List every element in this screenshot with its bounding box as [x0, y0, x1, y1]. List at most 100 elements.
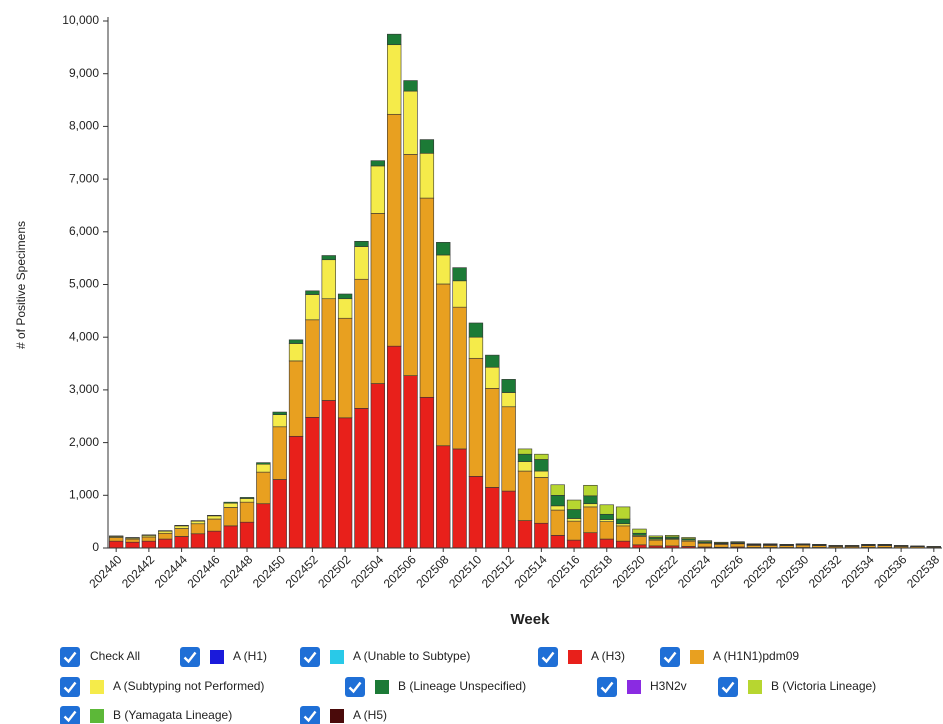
- y-tick-label: 3,000: [69, 382, 99, 396]
- checkbox-box[interactable]: [60, 706, 80, 724]
- bar-segment: [615, 518, 631, 525]
- bar-segment: [207, 515, 222, 517]
- y-tick-label: 8,000: [69, 119, 99, 133]
- bar-segment: [158, 532, 173, 540]
- bar-segment: [370, 165, 385, 214]
- legend-checkbox[interactable]: [538, 647, 558, 667]
- bar-segment: [550, 509, 565, 536]
- legend-checkbox[interactable]: [300, 647, 320, 667]
- checkbox-check[interactable]: [63, 651, 77, 664]
- bar-segment: [403, 154, 418, 376]
- legend-checkbox[interactable]: [345, 677, 365, 697]
- checkbox-box[interactable]: [60, 647, 80, 667]
- checkbox-check[interactable]: [721, 681, 735, 694]
- checkbox-box[interactable]: [345, 677, 365, 697]
- bar-segment: [419, 139, 435, 154]
- bar-segment: [305, 290, 320, 295]
- bar-segment: [256, 462, 271, 465]
- legend-label[interactable]: B (Lineage Unspecified): [398, 679, 526, 693]
- checkbox-box[interactable]: [660, 647, 680, 667]
- legend-checkbox[interactable]: [300, 706, 320, 724]
- checkbox-check[interactable]: [663, 651, 677, 664]
- x-tick-label: 202512: [479, 552, 517, 590]
- checkbox-check[interactable]: [541, 651, 555, 664]
- check-all-label[interactable]: Check All: [90, 649, 140, 663]
- legend-checkbox[interactable]: [718, 677, 738, 697]
- bar-segment: [436, 445, 451, 549]
- checkbox-check[interactable]: [183, 651, 197, 664]
- checkbox-box[interactable]: [60, 677, 80, 697]
- bar-segment: [452, 267, 467, 282]
- bar-segment: [648, 539, 663, 547]
- y-tick-label: 2,000: [69, 435, 99, 449]
- bar-segment: [190, 533, 206, 549]
- checkbox-box[interactable]: [718, 677, 738, 697]
- legend-label[interactable]: A (H1): [233, 649, 267, 663]
- legend-checkbox[interactable]: [597, 677, 617, 697]
- checkbox-box[interactable]: [300, 706, 320, 724]
- bar-segment: [141, 540, 157, 549]
- bar-segment: [485, 354, 500, 368]
- bar-segment: [190, 520, 206, 525]
- bar-segment: [550, 535, 565, 549]
- bar-segment: [517, 448, 533, 455]
- legend-label[interactable]: A (Subtyping not Performed): [113, 679, 264, 693]
- bar-segment: [337, 293, 353, 300]
- bar-segment: [665, 539, 680, 547]
- checkbox-box[interactable]: [180, 647, 200, 667]
- checkbox-check[interactable]: [63, 681, 77, 694]
- bar-segment: [239, 521, 255, 549]
- checkbox-box[interactable]: [538, 647, 558, 667]
- bar-segment: [501, 406, 516, 492]
- bar-segment: [109, 535, 124, 537]
- bar-segment: [321, 298, 336, 401]
- bar-segment: [288, 360, 304, 437]
- bar-segment: [730, 541, 745, 543]
- bar-segment: [534, 522, 549, 549]
- legend-label[interactable]: H3N2v: [650, 679, 687, 693]
- bar-segment: [419, 197, 435, 398]
- bar-segment: [599, 504, 614, 515]
- legend-label[interactable]: B (Yamagata Lineage): [113, 708, 232, 722]
- legend-label[interactable]: A (Unable to Subtype): [353, 649, 470, 663]
- bar-segment: [256, 463, 271, 473]
- bar-segment: [223, 502, 238, 508]
- legend-swatch: [90, 680, 104, 694]
- x-tick-label: 202524: [675, 552, 713, 590]
- checkbox-check[interactable]: [63, 710, 77, 723]
- bar-segment: [125, 541, 140, 549]
- bar-segment: [158, 530, 173, 532]
- legend-label[interactable]: B (Victoria Lineage): [771, 679, 876, 693]
- bar-segment: [223, 507, 238, 527]
- checkbox-box[interactable]: [597, 677, 617, 697]
- bar-segment: [141, 536, 157, 542]
- bar-segment: [419, 396, 435, 549]
- checkbox-check[interactable]: [600, 681, 614, 694]
- check-all-checkbox[interactable]: [60, 647, 80, 667]
- x-tick-label: 202536: [871, 552, 909, 590]
- checkbox-check[interactable]: [303, 710, 317, 723]
- bar-segment: [468, 336, 484, 359]
- bar-segment: [730, 543, 745, 548]
- x-tick-label: 202530: [773, 552, 811, 590]
- x-axis-label: Week: [511, 611, 551, 628]
- checkbox-check[interactable]: [348, 681, 362, 694]
- checkbox-box[interactable]: [300, 647, 320, 667]
- legend-checkbox[interactable]: [60, 677, 80, 697]
- bar-segment: [305, 319, 320, 418]
- bar-segment: [599, 519, 614, 522]
- legend-checkbox[interactable]: [660, 647, 680, 667]
- legend-label[interactable]: A (H1N1)pdm09: [713, 649, 799, 663]
- bar-segment: [125, 538, 140, 543]
- bar-segment: [615, 540, 631, 549]
- legend-checkbox[interactable]: [60, 706, 80, 724]
- bar-segment: [337, 417, 353, 549]
- bar-segment: [387, 44, 402, 115]
- legend-label[interactable]: A (H3): [591, 649, 625, 663]
- checkbox-check[interactable]: [303, 651, 317, 664]
- bar-segment: [468, 322, 484, 338]
- legend-checkbox[interactable]: [180, 647, 200, 667]
- bar-segment: [550, 484, 565, 496]
- y-axis-label: # of Positive Specimens: [14, 221, 28, 349]
- legend-label[interactable]: A (H5): [353, 708, 387, 722]
